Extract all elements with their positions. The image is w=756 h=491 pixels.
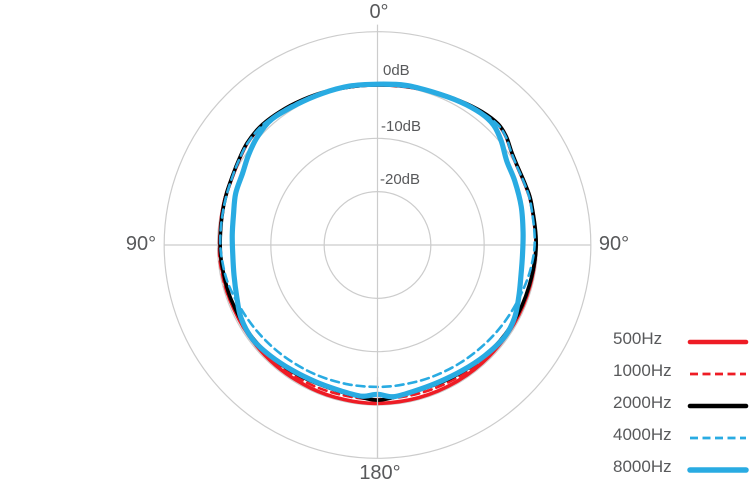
legend-swatch-black-solid-icon [686,398,750,408]
legend-swatch-red-solid-icon [686,334,750,344]
radial-label-0db: 0dB [383,62,410,79]
radial-label-minus20db: -20dB [380,171,421,188]
angle-label-90deg-right: 90° [598,233,630,255]
legend-label-4000hz: 4000Hz [613,425,672,444]
legend-swatch-red-dashed-icon [686,366,750,376]
legend-label-500hz: 500Hz [613,329,663,348]
legend: 500Hz 1000Hz 2000Hz 4000Hz 8000Hz [613,328,756,488]
legend-label-2000hz: 2000Hz [613,393,672,412]
angle-label-180deg: 180° [359,462,401,484]
legend-swatch-blue-dashed-icon [686,430,750,440]
radial-label-minus10db: -10dB [381,118,422,135]
legend-item-1000hz: 1000Hz [613,360,756,381]
legend-label-8000hz: 8000Hz [613,457,672,476]
legend-label-1000hz: 1000Hz [613,361,672,380]
angle-label-0deg: 0° [369,1,389,23]
legend-swatch-blue-solid-icon [686,462,750,473]
legend-item-8000hz: 8000Hz [613,456,756,477]
angle-label-90deg-left: 90° [125,233,157,255]
legend-item-4000hz: 4000Hz [613,424,756,445]
legend-item-500hz: 500Hz [613,328,756,349]
series-curve-8000hz [229,81,526,400]
legend-item-2000hz: 2000Hz [613,392,756,413]
